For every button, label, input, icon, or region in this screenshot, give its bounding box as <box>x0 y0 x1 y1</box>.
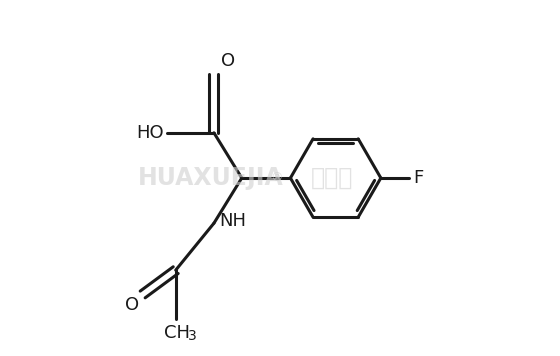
Text: F: F <box>413 169 423 187</box>
Text: NH: NH <box>219 213 246 230</box>
Text: HO: HO <box>136 124 164 142</box>
Text: O: O <box>125 296 139 314</box>
Text: 3: 3 <box>188 329 197 342</box>
Text: O: O <box>221 52 235 70</box>
Text: CH: CH <box>165 324 190 342</box>
Text: ®: ® <box>270 172 283 184</box>
Text: HUAXUEJIA: HUAXUEJIA <box>138 166 283 190</box>
Text: 化学加: 化学加 <box>311 166 353 190</box>
